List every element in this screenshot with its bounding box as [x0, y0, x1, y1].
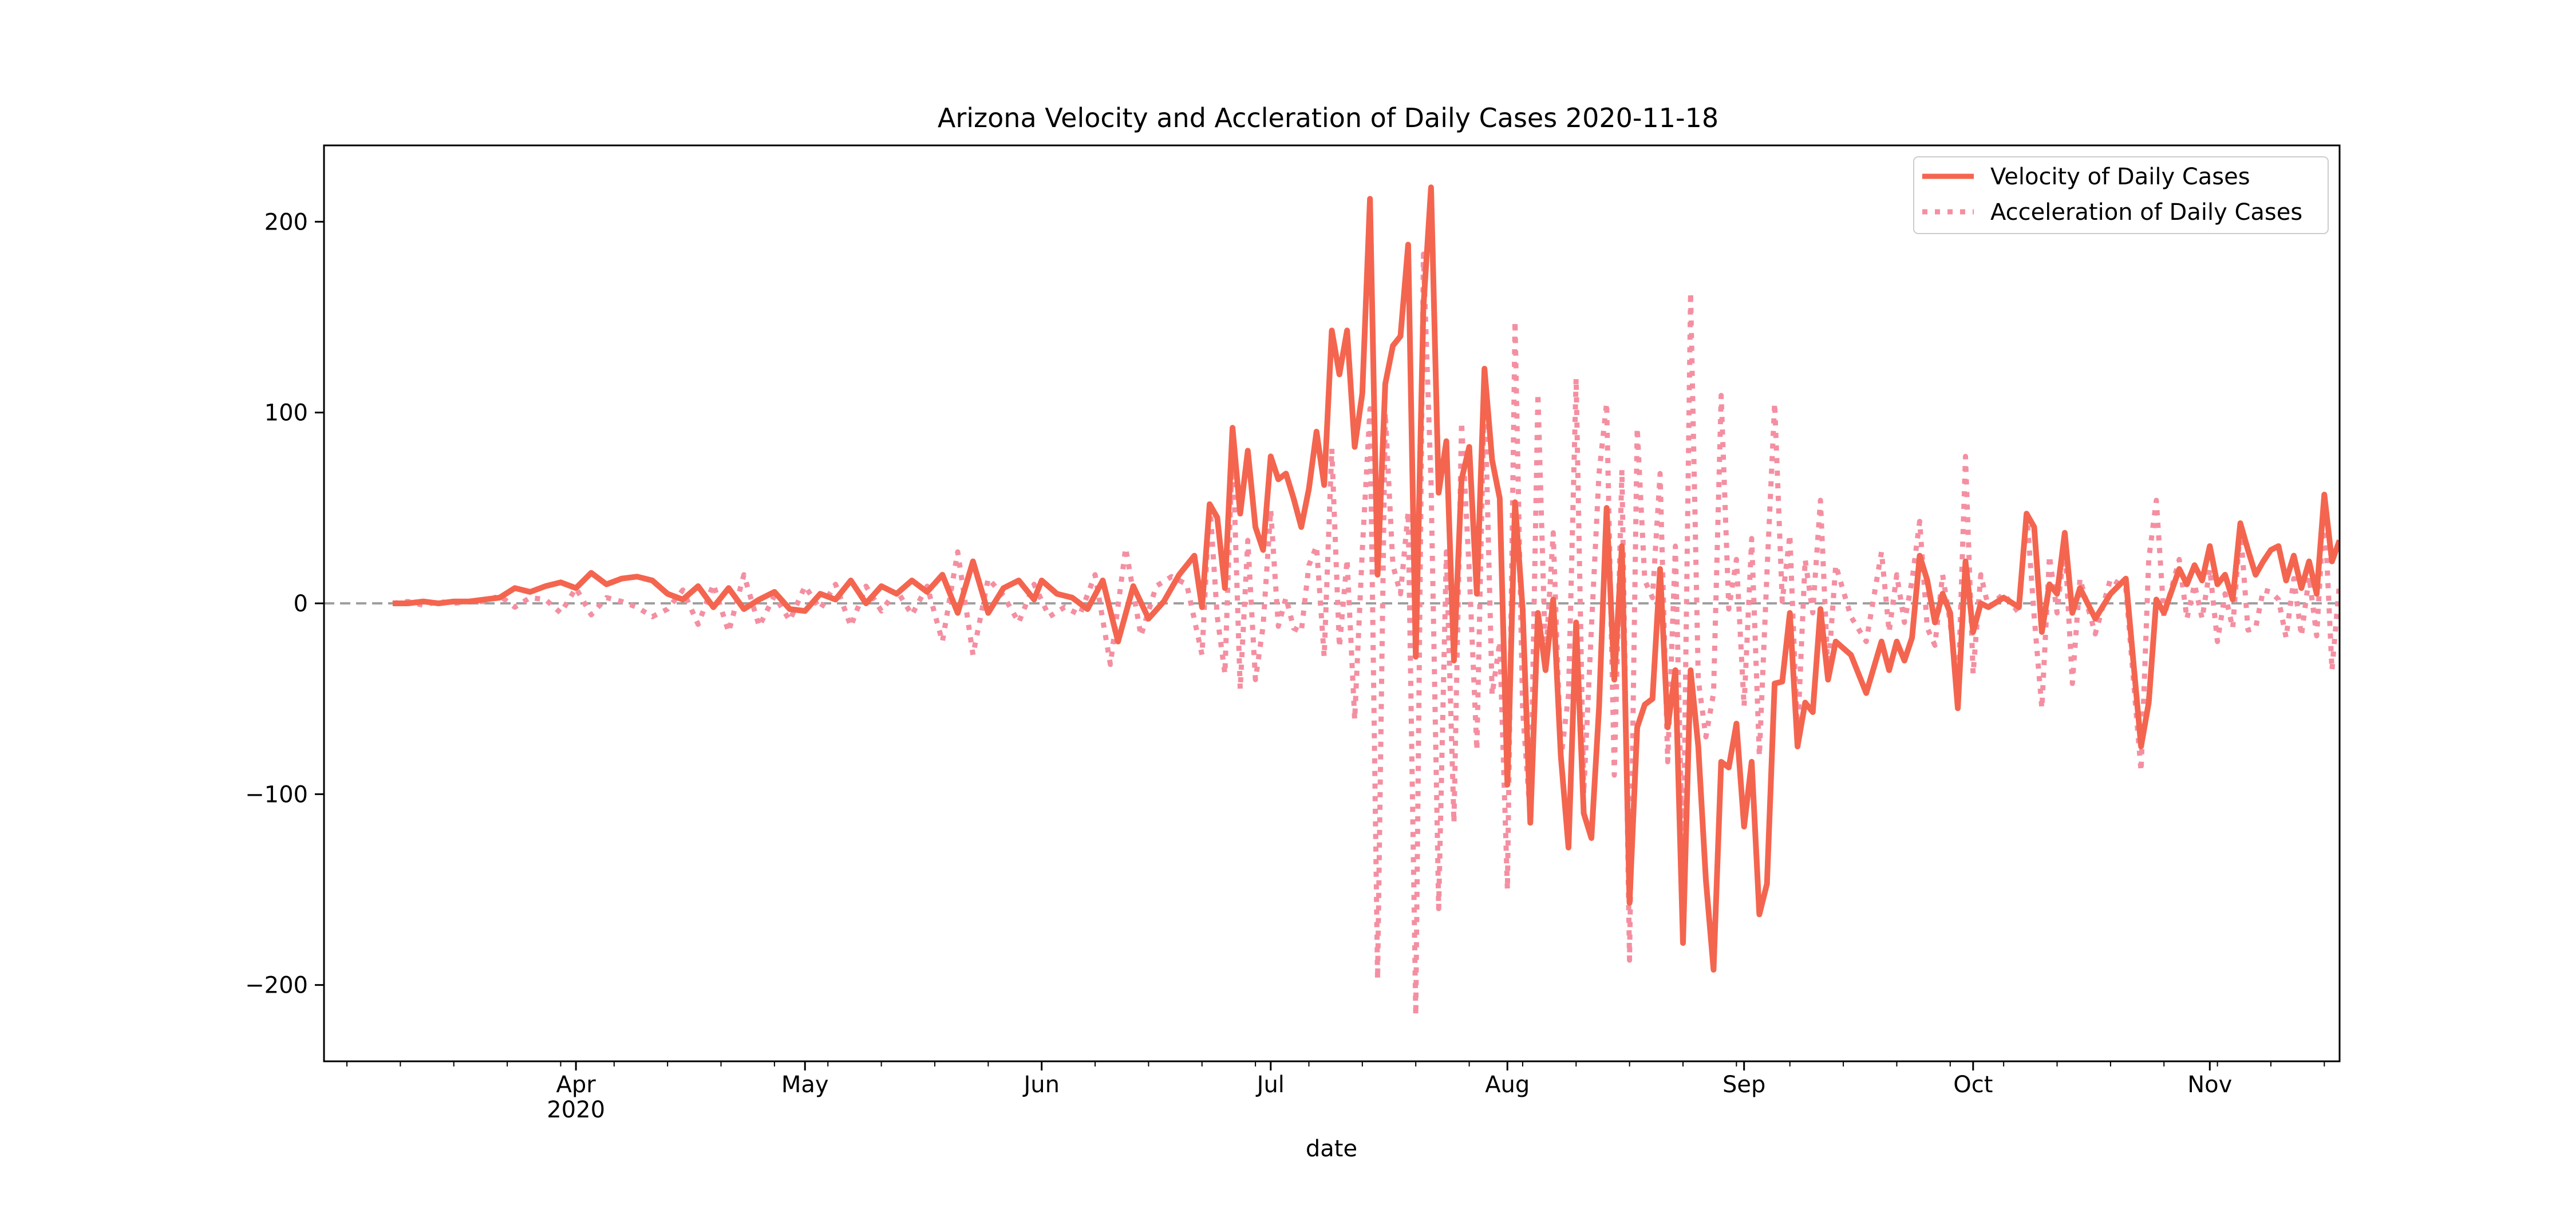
legend-acceleration-label: Acceleration of Daily Cases — [1990, 199, 2302, 226]
y-tick-label-0: 200 — [264, 209, 308, 235]
chart-title: Arizona Velocity and Accleration of Dail… — [938, 102, 1718, 133]
x-tick-label-3: Jul — [1255, 1072, 1285, 1098]
y-tick-label-1: 100 — [264, 400, 308, 426]
x-tick-label-0: Apr — [556, 1072, 596, 1098]
x-tick-label-4: Aug — [1485, 1072, 1530, 1098]
legend-velocity-label: Velocity of Daily Cases — [1990, 164, 2250, 190]
x-tick-label-2: Jun — [1022, 1072, 1060, 1098]
y-tick-label-2: 0 — [294, 591, 308, 617]
y-tick-label-4: −200 — [245, 973, 308, 999]
x-tick-label-7: Nov — [2187, 1072, 2232, 1098]
y-tick-label-3: −100 — [245, 781, 308, 808]
y-axis: 200 100 0 −100 −200 — [245, 209, 324, 999]
legend-frame — [1913, 156, 2329, 234]
x-tick-label-6: Oct — [1953, 1072, 1993, 1098]
x-tick-sublabel-0: 2020 — [547, 1097, 605, 1123]
velocity-line — [393, 184, 2340, 973]
x-tick-label-5: Sep — [1722, 1072, 1765, 1098]
x-tick-label-1: May — [781, 1072, 829, 1098]
plot-area — [324, 184, 2340, 1018]
x-axis-label: date — [1306, 1136, 1357, 1162]
legend: Velocity of Daily Cases Acceleration of … — [1913, 156, 2329, 234]
